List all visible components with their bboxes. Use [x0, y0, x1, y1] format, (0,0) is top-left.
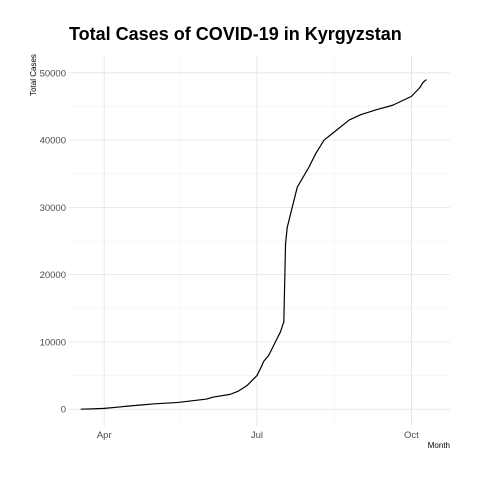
- y-tick-label: 0: [61, 405, 66, 416]
- y-tick-label: 50000: [40, 68, 66, 79]
- x-tick-label: Jul: [251, 430, 263, 441]
- y-tick-label: 20000: [40, 270, 66, 281]
- y-axis-title: Total Cases: [29, 54, 38, 96]
- x-tick-label: Oct: [404, 430, 419, 441]
- chart-title: Total Cases of COVID-19 in Kyrgyzstan: [69, 24, 402, 44]
- y-tick-label: 10000: [40, 337, 66, 348]
- series-line: [80, 79, 427, 410]
- axis-labels: 0 10000 20000 30000 40000 50000 Apr Jul Oct: [40, 68, 420, 441]
- x-axis-title: Month: [428, 441, 450, 450]
- grid: [69, 56, 450, 426]
- series-layer: [80, 79, 427, 410]
- y-tick-label: 30000: [40, 203, 66, 214]
- y-tick-label: 40000: [40, 136, 66, 147]
- x-tick-label: Apr: [97, 430, 112, 441]
